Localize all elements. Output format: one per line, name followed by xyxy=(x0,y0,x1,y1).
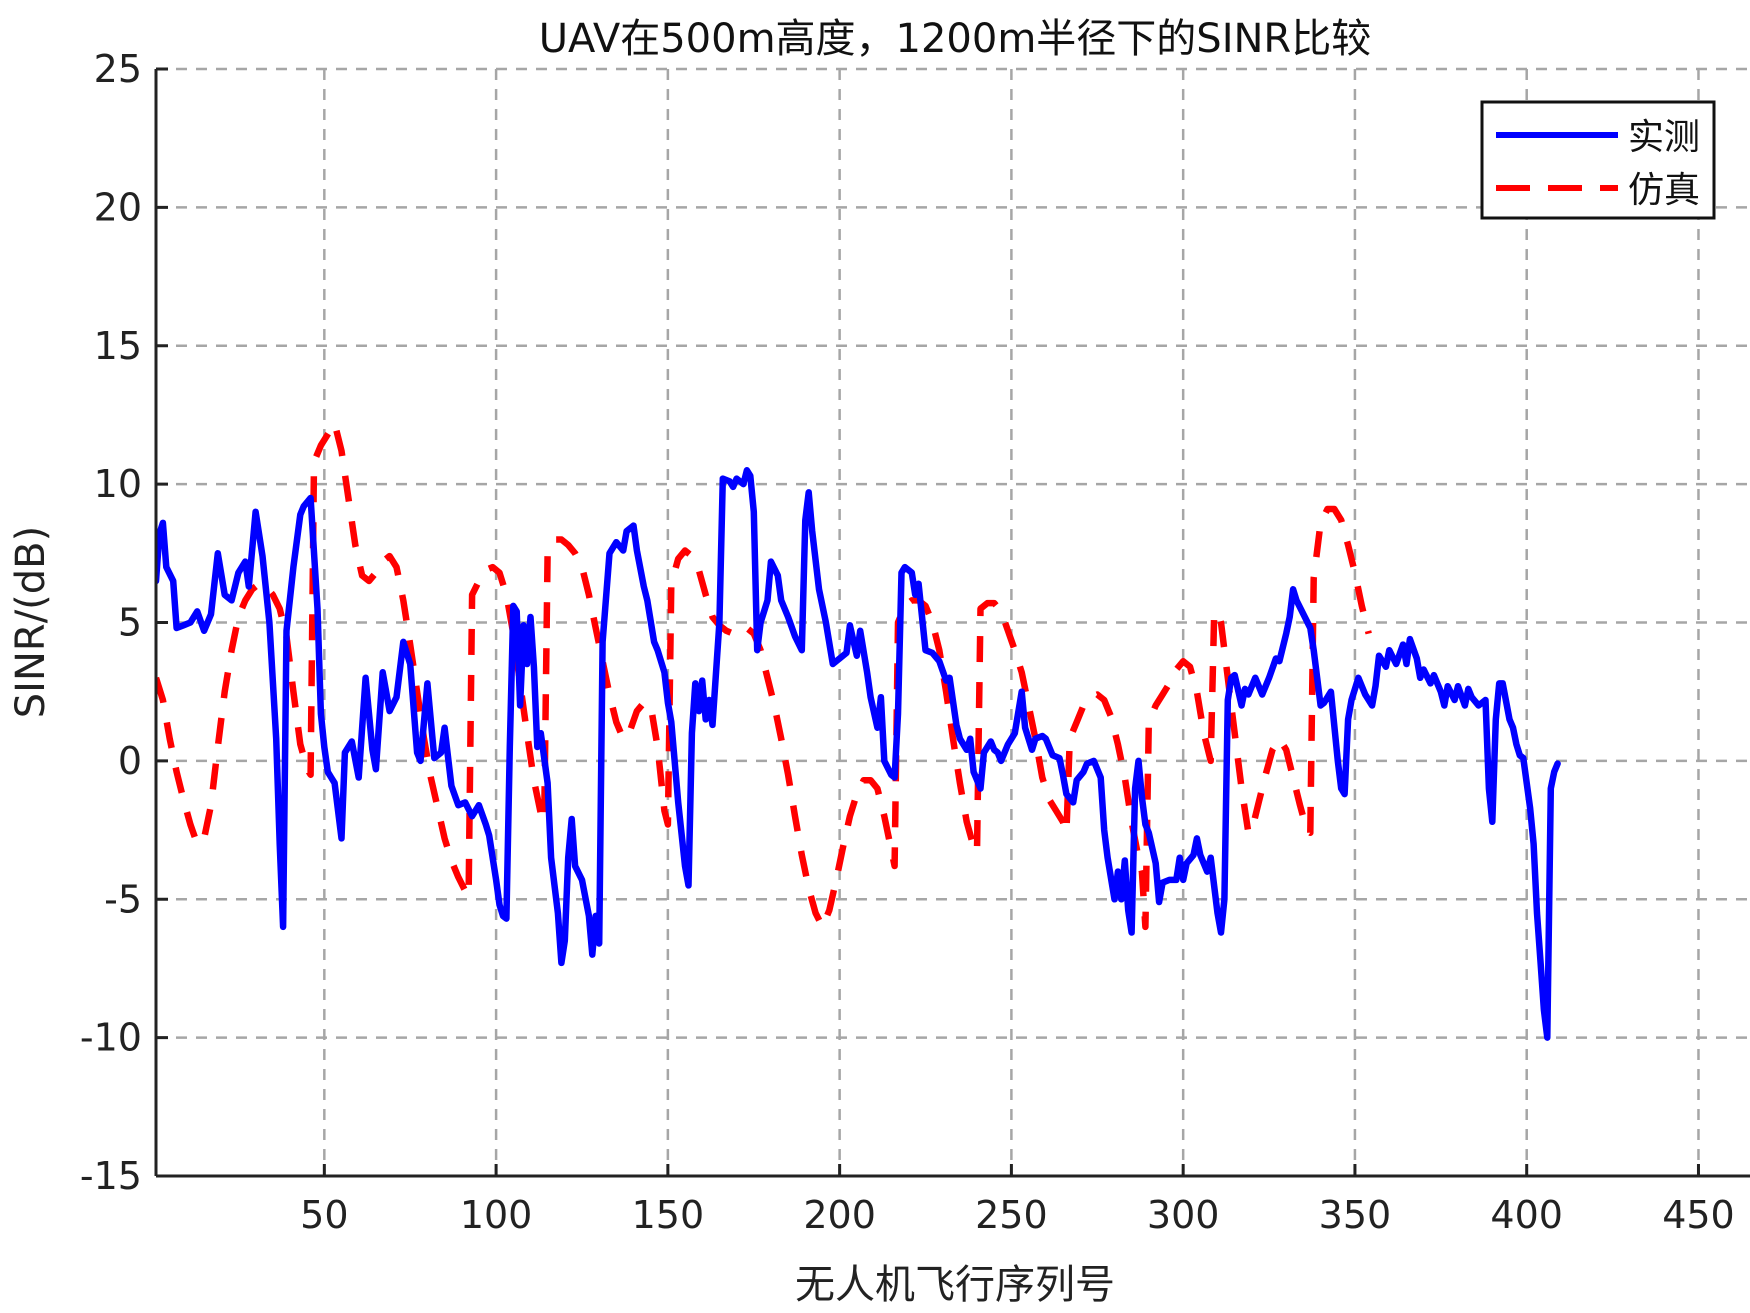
y-tick-label: -5 xyxy=(104,877,142,921)
axes xyxy=(154,69,1750,1178)
simulated-series-line xyxy=(156,419,1372,931)
y-tick-label: 5 xyxy=(118,601,142,645)
x-tick-label: 400 xyxy=(1490,1193,1563,1237)
legend-label-measured: 实测 xyxy=(1628,117,1700,158)
legend: 实测 仿真 xyxy=(1480,100,1716,220)
tick-labels: 50 100 150 200 250 300 350 400 450 -15 -10 -5 0 5 10 15… xyxy=(80,47,1735,1237)
legend-label-simulated: 仿真 xyxy=(1628,170,1700,211)
x-tick-label: 50 xyxy=(300,1193,348,1237)
legend-box xyxy=(1480,100,1716,220)
y-tick-label: 15 xyxy=(94,324,142,368)
x-tick-label: 350 xyxy=(1319,1193,1392,1237)
x-tick-label: 150 xyxy=(632,1193,705,1237)
y-tick-label: 10 xyxy=(94,462,142,506)
y-tick-label: 20 xyxy=(94,185,142,229)
x-tick-label: 250 xyxy=(975,1193,1048,1237)
y-tick-label: -15 xyxy=(80,1154,142,1198)
y-tick-label: 25 xyxy=(94,47,142,91)
x-tick-label: 100 xyxy=(460,1193,533,1237)
x-tick-label: 300 xyxy=(1147,1193,1220,1237)
y-tick-label: -10 xyxy=(80,1016,142,1060)
y-axis-title: SINR/(dB) xyxy=(8,526,54,718)
measured-series-line xyxy=(156,467,1561,1041)
chart-title: UAV在500m高度，1200m半径下的SINR比较 xyxy=(539,16,1371,62)
x-axis-title: 无人机飞行序列号 xyxy=(795,1262,1115,1308)
series-lines xyxy=(156,419,1561,1041)
x-tick-label: 200 xyxy=(803,1193,876,1237)
y-tick-label: 0 xyxy=(118,739,142,783)
x-tick-label: 450 xyxy=(1662,1193,1735,1237)
